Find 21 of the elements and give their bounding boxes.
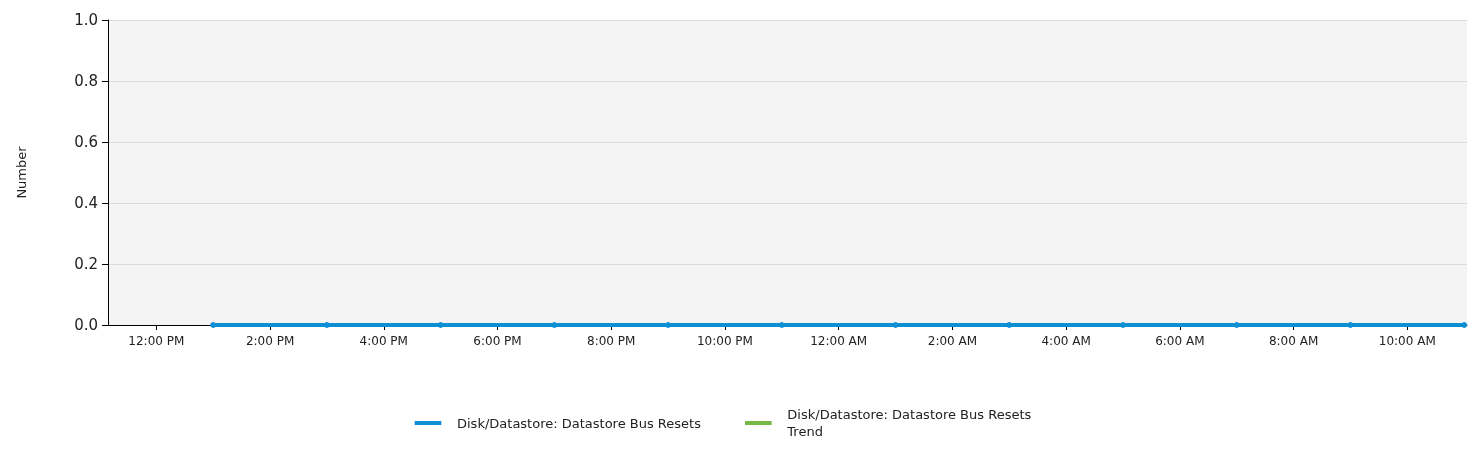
x-tick-label: 12:00 PM — [128, 334, 185, 348]
x-tick-label: 10:00 AM — [1378, 334, 1436, 348]
x-tick-label: 6:00 AM — [1155, 334, 1205, 348]
x-tick-label: 4:00 PM — [359, 334, 408, 348]
legend-label: Disk/Datastore: Datastore Bus Resets Trend — [786, 407, 1036, 439]
y-tick-label: 0.8 — [74, 72, 98, 90]
x-tick-label: 8:00 AM — [1268, 334, 1319, 348]
x-tick-label: 6:00 PM — [473, 334, 522, 348]
y-tick-label: 0.0 — [74, 316, 98, 334]
x-tick-label: 2:00 PM — [245, 334, 295, 348]
x-tick-label: 10:00 PM — [696, 334, 753, 348]
x-tick-label: 8:00 PM — [587, 334, 636, 348]
y-axis-title: Number — [14, 145, 29, 199]
x-tick-label: 12:00 AM — [810, 334, 868, 348]
x-tick-label: 4:00 AM — [1041, 334, 1091, 348]
y-tick-label: 1.0 — [74, 11, 98, 29]
y-tick-label: 0.2 — [74, 255, 98, 273]
legend-label: Disk/Datastore: Datastore Bus Resets — [457, 415, 702, 431]
y-tick-label: 0.6 — [74, 133, 98, 151]
y-tick-label: 0.4 — [74, 194, 98, 212]
x-tick-label: 2:00 AM — [927, 334, 978, 348]
